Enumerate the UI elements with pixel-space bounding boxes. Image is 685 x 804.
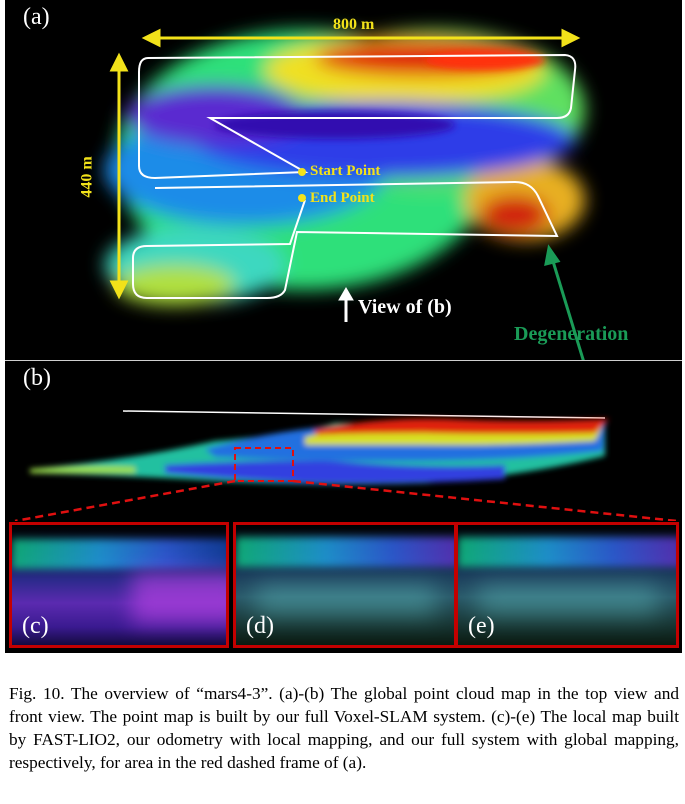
panel-d: (d): [233, 522, 457, 648]
end-point-label: End Point: [310, 190, 375, 206]
figure: (a) 800 m 440 m Start Point End Point Vi…: [5, 0, 682, 653]
start-point-label: Start Point: [310, 163, 381, 179]
panel-divider: [5, 360, 682, 361]
degeneration-label: Degeneration: [514, 323, 629, 345]
front-view-map: [14, 410, 678, 521]
top-view-map: [105, 28, 585, 360]
panel-b-label: (b): [23, 365, 51, 391]
panel-e: (e): [455, 522, 679, 648]
panel-e-label: (e): [468, 613, 495, 639]
panel-c: (c): [9, 522, 229, 648]
panel-a-label: (a): [23, 4, 50, 30]
panel-d-label: (d): [246, 613, 274, 639]
width-dimension-label: 800 m: [333, 16, 375, 33]
view-of-b-label: View of (b): [358, 296, 452, 318]
figure-caption: Fig. 10. The overview of “mars4-3”. (a)-…: [9, 684, 679, 772]
panel-c-label: (c): [22, 613, 49, 639]
height-dimension-label: 440 m: [78, 156, 96, 198]
